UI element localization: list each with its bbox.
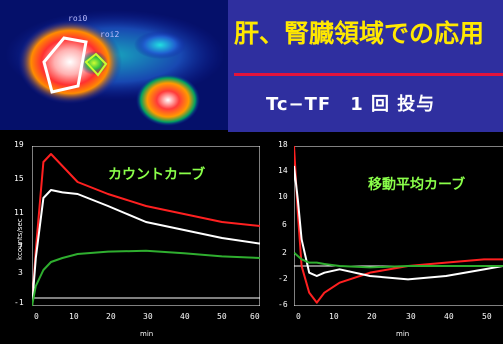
chart2-ytick: 14 <box>278 166 288 175</box>
chart2-ytick: 6 <box>282 220 287 229</box>
chart1-white-curve <box>32 189 260 306</box>
chart1-xtick: 50 <box>217 312 227 321</box>
chart1-ytick: -1 <box>14 298 24 307</box>
chart1-green-curve <box>32 249 260 306</box>
roi-outline-kidney <box>84 52 108 77</box>
chart2-xtick: 10 <box>329 312 339 321</box>
chart1-ytick: 7 <box>18 242 23 251</box>
chart1-xtick: 60 <box>250 312 260 321</box>
count-curve-chart: kcounts/sec 19 15 11 7 3 -1 0 10 20 30 4… <box>0 140 268 344</box>
chart2-frame <box>294 146 503 306</box>
chart1-ytick: 19 <box>14 140 24 149</box>
chart1-ytick: 11 <box>14 208 24 217</box>
chart2-white-curve <box>294 165 503 281</box>
chart2-xtick: 30 <box>406 312 416 321</box>
roi-label-0: roi0 <box>68 14 88 23</box>
roi-outline-liver <box>42 36 88 94</box>
chart2-ytick: 2 <box>282 248 287 257</box>
chart2-title: 移動平均カーブ <box>368 177 466 193</box>
chart2-red-curve <box>294 146 503 304</box>
chart1-title: カウントカーブ <box>108 167 206 183</box>
scan-heatmap <box>5 10 225 126</box>
chart1-plot <box>32 146 260 306</box>
chart2-plot <box>294 146 503 306</box>
chart1-xlabel: min <box>140 330 154 338</box>
chart1-xtick: 20 <box>106 312 116 321</box>
chart1-xtick: 30 <box>143 312 153 321</box>
title-divider <box>234 73 503 76</box>
chart2-green-curve <box>294 251 503 269</box>
chart1-xtick: 40 <box>180 312 190 321</box>
chart2-ytick: -2 <box>278 274 288 283</box>
chart1-xtick: 10 <box>69 312 79 321</box>
moving-average-chart: 18 14 10 6 2 -2 -6 0 10 20 30 40 50 min … <box>272 140 503 344</box>
roi-label-2: roi2 <box>100 30 120 39</box>
chart2-ytick: -6 <box>278 300 288 309</box>
chart1-ytick: 3 <box>18 268 23 277</box>
page-title: 肝、腎臓領域での応用 <box>234 19 485 48</box>
chart2-ytick: 18 <box>278 140 288 149</box>
chart2-xtick: 20 <box>367 312 377 321</box>
chart1-red-curve <box>32 153 260 306</box>
chart2-xtick: 50 <box>482 312 492 321</box>
chart1-ylabel: kcounts/sec <box>16 218 24 260</box>
chart1-ytick: 15 <box>14 174 24 183</box>
page-subtitle: Tc−TF 1 回 投与 <box>266 94 436 115</box>
title-panel: 肝、腎臓領域での応用 Tc−TF 1 回 投与 <box>228 0 503 132</box>
chart2-xtick: 0 <box>296 312 301 321</box>
chart2-xtick: 40 <box>444 312 454 321</box>
chart2-xlabel: min <box>396 330 410 338</box>
chart1-xtick: 0 <box>34 312 39 321</box>
scintigraphy-image: roi0 roi2 <box>0 0 228 130</box>
chart2-ytick: 10 <box>278 192 288 201</box>
